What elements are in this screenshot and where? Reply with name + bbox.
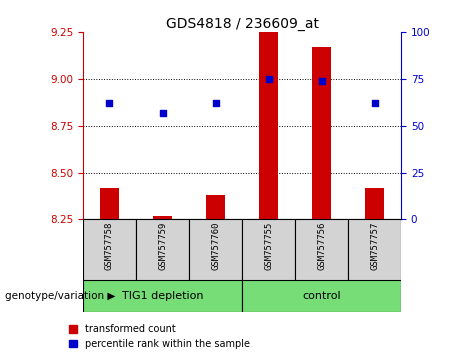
Bar xyxy=(206,195,225,219)
Bar xyxy=(100,188,119,219)
Point xyxy=(371,100,378,106)
Point xyxy=(265,76,272,82)
Text: GSM757755: GSM757755 xyxy=(264,221,273,270)
Bar xyxy=(136,219,189,280)
Text: GSM757759: GSM757759 xyxy=(158,221,167,270)
Bar xyxy=(83,219,136,280)
Point xyxy=(212,100,219,106)
Bar xyxy=(348,219,401,280)
Text: genotype/variation ▶: genotype/variation ▶ xyxy=(5,291,115,301)
Legend: transformed count, percentile rank within the sample: transformed count, percentile rank withi… xyxy=(70,324,250,349)
Title: GDS4818 / 236609_at: GDS4818 / 236609_at xyxy=(165,17,319,31)
Bar xyxy=(83,280,242,312)
Text: GSM757756: GSM757756 xyxy=(317,221,326,270)
Bar xyxy=(295,219,348,280)
Bar xyxy=(189,219,242,280)
Bar xyxy=(242,219,295,280)
Bar xyxy=(365,188,384,219)
Text: TIG1 depletion: TIG1 depletion xyxy=(122,291,203,301)
Bar xyxy=(242,280,401,312)
Point xyxy=(318,78,325,84)
Point xyxy=(106,100,113,106)
Bar xyxy=(153,216,172,219)
Text: control: control xyxy=(302,291,341,301)
Point xyxy=(159,110,166,115)
Text: GSM757760: GSM757760 xyxy=(211,221,220,270)
Bar xyxy=(312,47,331,219)
Text: GSM757758: GSM757758 xyxy=(105,221,114,270)
Bar xyxy=(259,30,278,219)
Text: GSM757757: GSM757757 xyxy=(370,221,379,270)
